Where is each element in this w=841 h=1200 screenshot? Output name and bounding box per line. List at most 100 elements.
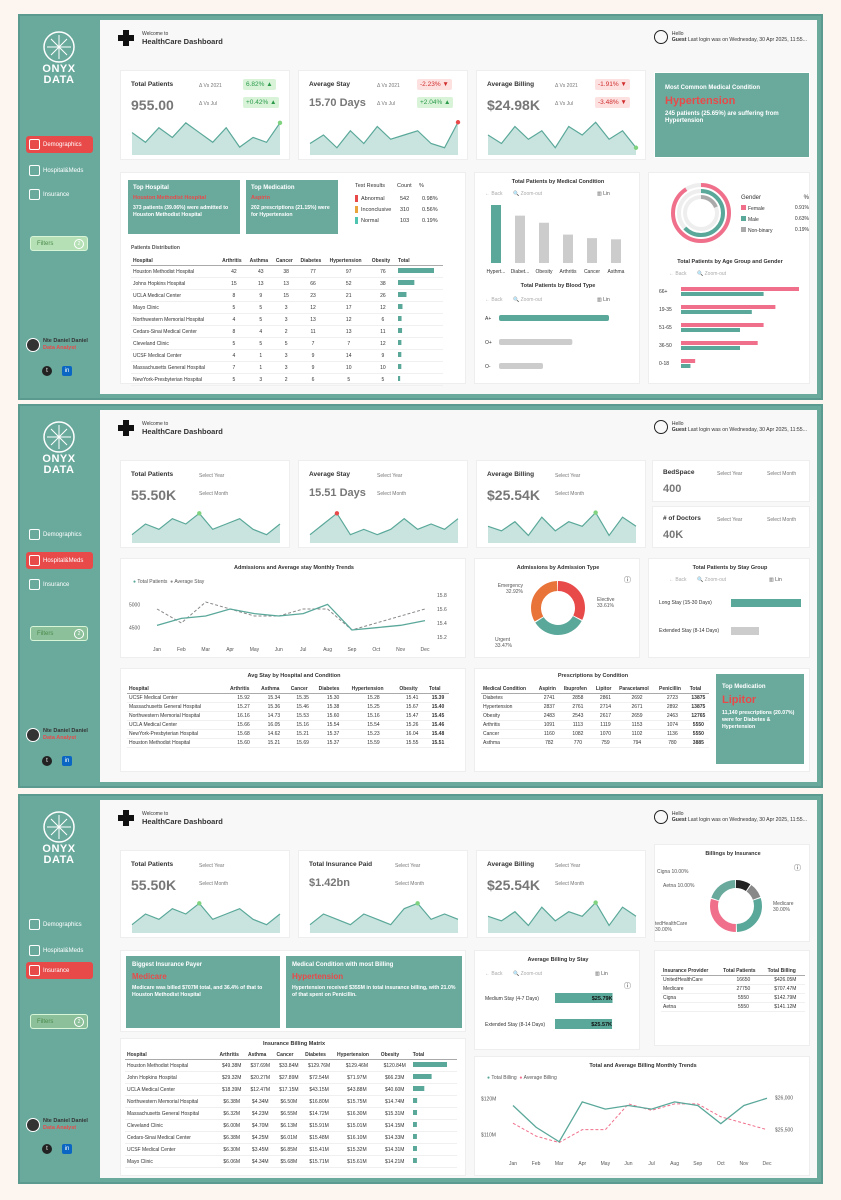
table-row[interactable]: UnitedHealthCare 16650 $426.05M (661, 975, 805, 985)
column-header[interactable]: Cancer (274, 1051, 304, 1060)
column-header[interactable]: Hospital (127, 685, 228, 694)
table-row[interactable]: Mayo Clinic 5 5 3 12 17 12 (131, 301, 443, 314)
back-button[interactable]: ← Back (669, 577, 687, 583)
select-month[interactable]: Select Month (767, 517, 797, 523)
zoom-out-button[interactable]: 🔍 Zoom-out (697, 271, 727, 277)
nav-hospital-meds[interactable]: Hospital&Meds (26, 552, 93, 569)
lin-toggle[interactable]: ▥ Lin (769, 577, 782, 583)
table-row[interactable]: Aetna 5550 $141.12M (661, 1002, 805, 1012)
table-row[interactable]: Mayo Clinic $6.06M $4.34M $5.68M $15.71M $15.… (125, 1155, 457, 1168)
table-row[interactable]: Cleveland Clinic $6.00M $4.70M $6.13M $15.91… (125, 1119, 457, 1132)
column-header[interactable]: Total (427, 685, 449, 694)
linkedin-icon[interactable]: in (62, 1144, 72, 1154)
table-row[interactable]: UCSF Medical Center $6.30M $3.45M $6.85M $15… (125, 1143, 457, 1156)
table-row[interactable]: Obesity 2483 2543 2617 2659 2463 12765 (481, 711, 709, 721)
column-header[interactable]: Asthma (246, 1051, 275, 1060)
column-header[interactable]: Arthritis (227, 685, 260, 694)
select-year[interactable]: Select Year (377, 473, 403, 479)
table-row[interactable]: Massachusetts General Hospital $6.32M $4.2… (125, 1107, 457, 1120)
column-header[interactable]: Arthritis (220, 257, 248, 266)
lin-toggle[interactable]: ▥ Lin (597, 297, 610, 303)
help-icon[interactable]: ⓘ (624, 983, 631, 990)
column-header[interactable]: Asthma (259, 685, 289, 694)
column-header[interactable]: Total Billing (765, 967, 805, 976)
twitter-icon[interactable]: t (42, 756, 52, 766)
table-row[interactable]: Northwestern Memorial Hospital $6.38M $4.3… (125, 1095, 457, 1108)
twitter-icon[interactable]: t (42, 366, 52, 376)
table-row[interactable]: UCLA Medical Center 15.66 16.05 15.16 15.54 1… (127, 720, 449, 730)
table-row[interactable]: Houston Methodist Hospital 15.60 15.21 15.6… (127, 738, 449, 748)
table-row[interactable]: Massachusetts General Hospital 7 1 3 9 10 10 (131, 361, 443, 374)
select-year[interactable]: Select Year (555, 863, 581, 869)
select-month[interactable]: Select Month (555, 881, 585, 887)
table-row[interactable]: Diabetes 2741 2858 2861 2692 2723 13875 (481, 693, 709, 703)
select-year[interactable]: Select Year (199, 473, 225, 479)
table-row[interactable]: John Hopkins Hospital $29.32M $20.27M $27.8… (125, 1071, 457, 1084)
column-header[interactable]: Total (396, 257, 443, 266)
lin-toggle[interactable]: ▥ Lin (595, 971, 608, 977)
select-month[interactable]: Select Month (199, 491, 229, 497)
nav-hospital-meds[interactable]: Hospital&Meds (26, 162, 93, 179)
table-row[interactable]: Cigna 5550 $142.79M (661, 993, 805, 1003)
table-row[interactable]: Massachusetts General Hospital 15.27 15.36… (127, 702, 449, 712)
table-row[interactable]: Northwestern Memorial Hospital 4 5 3 13 12 6 (131, 313, 443, 326)
column-header[interactable]: Ibuprofen (561, 685, 594, 694)
column-header[interactable]: Obesity (378, 1051, 411, 1060)
back-button[interactable]: ← Back (485, 971, 503, 977)
column-header[interactable]: Insurance Provider (661, 967, 722, 976)
nav-demographics[interactable]: Demographics (26, 526, 93, 543)
table-row[interactable]: Houston Methodist Hospital 42 43 38 77 97 76 (131, 265, 443, 278)
select-year[interactable]: Select Year (555, 473, 581, 479)
column-header[interactable]: Medical Condition (481, 685, 537, 694)
column-header[interactable]: Paracetamol (617, 685, 658, 694)
column-header[interactable]: Diabetes (303, 1051, 336, 1060)
column-header[interactable]: Cancer (288, 685, 317, 694)
column-header[interactable]: Diabetes (298, 257, 328, 266)
table-row[interactable]: UCLA Medical Center 8 9 15 23 21 26 (131, 289, 443, 302)
table-row[interactable]: Asthma 782 770 759 794 780 3885 (481, 738, 709, 748)
column-header[interactable]: Hypertension (349, 685, 398, 694)
table-row[interactable]: NewYork-Presbyterian Hospital 15.68 14.62 1… (127, 729, 449, 739)
table-row[interactable]: Houston Methodist Hospital $49.38M $37.69M… (125, 1059, 457, 1072)
zoom-out-button[interactable]: 🔍 Zoom-out (697, 577, 727, 583)
table-row[interactable]: Medicare 27750 $707.47M (661, 984, 805, 994)
table-row[interactable]: Hypertension 2837 2761 2714 2671 2892 13875 (481, 702, 709, 712)
select-year[interactable]: Select Year (717, 471, 743, 477)
filters-button[interactable]: Filters 2 (30, 236, 88, 251)
select-year[interactable]: Select Year (717, 517, 743, 523)
table-row[interactable]: UCLA Medical Center $18.39M $12.47M $17.15M… (125, 1083, 457, 1096)
nav-insurance[interactable]: Insurance (26, 962, 93, 979)
table-row[interactable]: Cancer 1160 1082 1070 1102 1136 5550 (481, 729, 709, 739)
table-row[interactable]: NewYork-Presbyterian Hospital 5 3 2 6 5 5 (131, 373, 443, 386)
column-header[interactable]: Obesity (397, 685, 427, 694)
linkedin-icon[interactable]: in (62, 366, 72, 376)
twitter-icon[interactable]: t (42, 1144, 52, 1154)
help-icon[interactable]: ⓘ (794, 865, 801, 872)
select-year[interactable]: Select Year (395, 863, 421, 869)
filters-button[interactable]: Filters 2 (30, 626, 88, 641)
nav-hospital-meds[interactable]: Hospital&Meds (26, 942, 93, 959)
back-button[interactable]: ← Back (485, 191, 503, 197)
column-header[interactable]: Penicillin (657, 685, 688, 694)
select-month[interactable]: Select Month (199, 881, 229, 887)
column-header[interactable]: Obesity (369, 257, 397, 266)
filters-button[interactable]: Filters 2 (30, 1014, 88, 1029)
table-row[interactable]: Johns Hopkins Hospital 15 13 13 66 52 38 (131, 277, 443, 290)
table-row[interactable]: Cleveland Clinic 5 5 5 7 7 12 (131, 337, 443, 350)
back-button[interactable]: ← Back (669, 271, 687, 277)
nav-insurance[interactable]: Insurance (26, 186, 93, 203)
column-header[interactable]: Hypertension (327, 257, 370, 266)
lin-toggle[interactable]: ▥ Lin (597, 191, 610, 197)
select-month[interactable]: Select Month (395, 881, 425, 887)
column-header[interactable]: Total Patients (721, 967, 766, 976)
select-month[interactable]: Select Month (377, 491, 407, 497)
column-header[interactable]: Total (410, 1051, 457, 1060)
select-month[interactable]: Select Month (555, 491, 585, 497)
column-header[interactable]: Diabetes (316, 685, 350, 694)
table-row[interactable]: Cedars-Sinai Medical Center 8 4 2 11 13 11 (131, 325, 443, 338)
column-header[interactable]: Arthritis (217, 1051, 246, 1060)
table-row[interactable]: Northwestern Memorial Hospital 16.16 14.73… (127, 711, 449, 721)
table-row[interactable]: UCSF Medical Center 15.92 15.34 15.35 15.30 1… (127, 693, 449, 703)
zoom-out-button[interactable]: 🔍 Zoom-out (513, 971, 543, 977)
nav-demographics[interactable]: Demographics (26, 136, 93, 153)
